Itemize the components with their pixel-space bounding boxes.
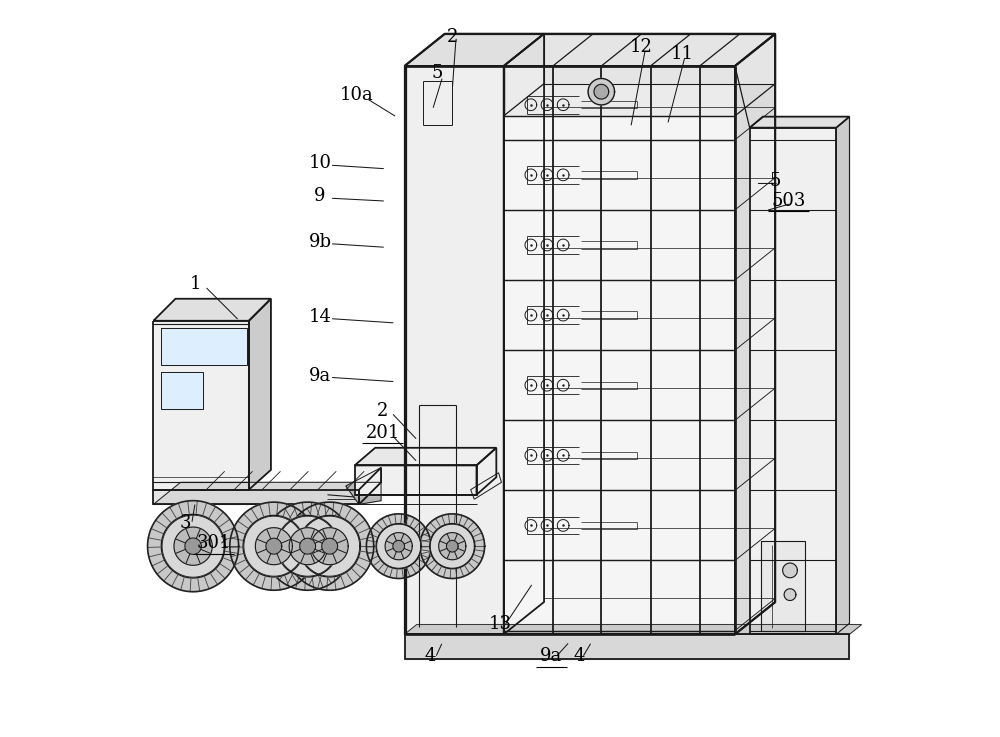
Polygon shape	[277, 515, 338, 577]
Polygon shape	[471, 472, 501, 499]
Polygon shape	[504, 66, 735, 116]
Polygon shape	[286, 502, 374, 590]
Polygon shape	[504, 34, 544, 635]
Polygon shape	[185, 538, 201, 554]
Polygon shape	[264, 502, 352, 590]
Polygon shape	[784, 589, 796, 601]
Polygon shape	[359, 467, 381, 504]
Polygon shape	[405, 624, 862, 635]
Polygon shape	[300, 538, 316, 554]
Text: 11: 11	[671, 45, 694, 63]
Text: 2: 2	[377, 402, 388, 420]
Text: 201: 201	[365, 424, 400, 442]
Text: 4: 4	[425, 647, 436, 666]
Polygon shape	[393, 540, 404, 552]
Text: 10: 10	[309, 154, 332, 172]
Text: 3: 3	[180, 514, 192, 531]
Polygon shape	[446, 540, 458, 552]
Polygon shape	[249, 298, 271, 489]
Polygon shape	[405, 635, 849, 659]
Polygon shape	[836, 116, 849, 635]
Polygon shape	[311, 528, 348, 565]
Text: 4: 4	[574, 647, 585, 666]
Polygon shape	[376, 523, 421, 569]
Text: 5: 5	[770, 172, 781, 190]
Polygon shape	[504, 34, 775, 66]
Text: 301: 301	[196, 534, 231, 552]
Polygon shape	[289, 528, 326, 565]
Text: 5: 5	[432, 64, 443, 83]
Text: 14: 14	[309, 308, 332, 326]
Polygon shape	[153, 482, 381, 504]
Polygon shape	[761, 541, 805, 632]
Text: 503: 503	[771, 192, 806, 210]
Text: 9: 9	[314, 187, 326, 205]
Polygon shape	[346, 467, 381, 504]
Polygon shape	[420, 514, 485, 579]
Polygon shape	[504, 66, 735, 635]
Polygon shape	[153, 321, 249, 489]
Polygon shape	[405, 34, 544, 66]
Polygon shape	[783, 563, 797, 578]
Text: 9a: 9a	[540, 647, 563, 666]
Polygon shape	[588, 78, 615, 105]
Polygon shape	[299, 515, 360, 577]
Text: 13: 13	[488, 615, 512, 633]
Polygon shape	[230, 502, 318, 590]
Polygon shape	[750, 116, 849, 128]
Polygon shape	[366, 514, 431, 579]
Text: 2: 2	[447, 27, 458, 46]
Polygon shape	[735, 34, 775, 635]
Polygon shape	[174, 527, 212, 565]
Polygon shape	[322, 538, 338, 554]
Polygon shape	[153, 489, 359, 504]
Text: 9a: 9a	[309, 367, 331, 385]
Polygon shape	[430, 523, 475, 569]
Polygon shape	[355, 466, 477, 495]
Polygon shape	[161, 514, 225, 578]
Polygon shape	[544, 34, 775, 83]
Polygon shape	[266, 538, 282, 554]
Polygon shape	[153, 298, 271, 321]
Polygon shape	[477, 448, 496, 495]
Polygon shape	[243, 515, 305, 577]
Polygon shape	[439, 533, 466, 559]
Text: 9b: 9b	[309, 233, 332, 251]
Polygon shape	[255, 528, 292, 565]
Polygon shape	[594, 84, 609, 99]
Polygon shape	[750, 128, 836, 635]
Text: 10a: 10a	[340, 86, 374, 105]
Polygon shape	[355, 448, 496, 466]
Polygon shape	[148, 500, 239, 592]
Polygon shape	[385, 533, 412, 559]
Text: 1: 1	[190, 275, 201, 293]
Polygon shape	[161, 328, 247, 365]
Polygon shape	[161, 372, 203, 409]
Text: 12: 12	[630, 38, 652, 56]
Polygon shape	[405, 66, 504, 635]
